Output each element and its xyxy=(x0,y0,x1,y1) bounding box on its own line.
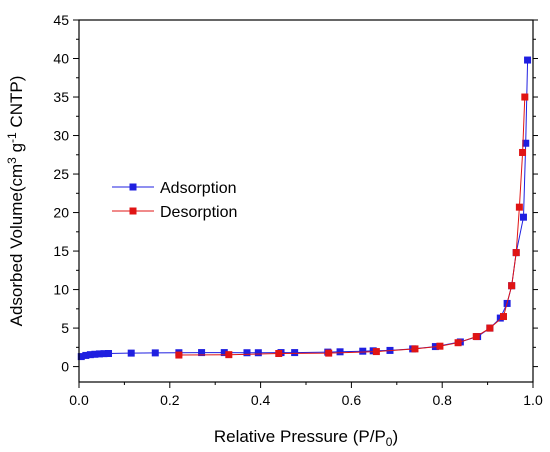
y-axis-title-pre: Adsorbed Volume(cm xyxy=(7,164,26,327)
x-axis-title-main: Relative Pressure (P/P xyxy=(214,427,386,446)
point-adsorption xyxy=(336,348,344,356)
point-desorption xyxy=(275,350,283,358)
y-tick-label: 30 xyxy=(53,128,69,144)
series-line-desorption xyxy=(178,96,526,356)
x-tick-label: 0.6 xyxy=(342,392,362,408)
point-adsorption xyxy=(291,349,299,357)
y-axis-title-mid: g xyxy=(7,143,26,157)
y-tick-label: 35 xyxy=(53,89,69,105)
point-adsorption xyxy=(359,347,367,355)
point-desorption xyxy=(372,348,380,356)
x-tick-label: 0.8 xyxy=(432,392,452,408)
point-desorption xyxy=(472,333,480,341)
point-adsorption xyxy=(220,349,228,357)
x-tick-label: 0.2 xyxy=(160,392,180,408)
point-desorption xyxy=(454,339,462,347)
point-adsorption xyxy=(91,350,99,358)
plot-frame xyxy=(78,19,534,383)
x-tick-label: 0.0 xyxy=(69,392,89,408)
y-tick-label: 15 xyxy=(53,243,69,259)
y-axis-title-sup2: -1 xyxy=(5,132,19,143)
y-tick-label: 25 xyxy=(53,166,69,182)
point-desorption xyxy=(508,282,516,290)
point-adsorption xyxy=(77,353,85,361)
point-desorption xyxy=(512,249,520,257)
point-adsorption xyxy=(86,351,94,359)
y-axis-title-sup: 3 xyxy=(5,157,19,164)
legend: Adsorption Desorption xyxy=(112,180,237,221)
point-adsorption xyxy=(105,350,113,358)
y-axis-title-post: CNTP) xyxy=(7,76,26,133)
point-desorption xyxy=(175,351,183,359)
point-adsorption xyxy=(127,349,135,357)
legend-label-desorption: Desorption xyxy=(160,204,237,221)
y-tick-label: 0 xyxy=(61,359,69,375)
y-tick-label: 20 xyxy=(53,205,69,221)
point-adsorption xyxy=(243,349,251,357)
point-adsorption xyxy=(95,350,103,358)
legend-label-adsorption: Adsorption xyxy=(160,180,237,197)
series-layer xyxy=(77,56,532,361)
point-adsorption xyxy=(82,351,90,359)
legend-marker-desorption xyxy=(129,207,137,215)
legend-marker-adsorption xyxy=(129,183,137,191)
y-tick-label: 5 xyxy=(61,320,69,336)
point-adsorption xyxy=(254,349,262,357)
x-axis-title: Relative Pressure (P/P0) xyxy=(214,427,398,449)
y-tick-label: 40 xyxy=(53,51,69,67)
point-desorption xyxy=(519,148,527,156)
y-tick-label: 10 xyxy=(53,282,69,298)
x-axis-title-end: ) xyxy=(392,427,398,446)
point-desorption xyxy=(486,324,494,332)
point-adsorption xyxy=(524,56,532,64)
y-axis-title: Adsorbed Volume(cm3 g-1 CNTP) xyxy=(5,76,26,327)
point-adsorption xyxy=(100,350,108,358)
series-line-adsorption xyxy=(81,60,529,358)
point-desorption xyxy=(325,349,333,357)
point-adsorption xyxy=(151,349,159,357)
point-desorption xyxy=(411,345,419,353)
point-adsorption xyxy=(519,213,527,221)
x-axis-title-subscript: 0 xyxy=(386,435,393,449)
point-adsorption xyxy=(522,139,530,147)
point-desorption xyxy=(499,313,507,321)
point-adsorption xyxy=(198,349,206,357)
x-tick-label: 0.4 xyxy=(251,392,271,408)
tick-layer: 0.0 0.2 0.4 0.6 0.8 1.0 0 5 10 15 20 25 30 35 40 45 xyxy=(53,12,543,408)
point-desorption xyxy=(521,93,529,101)
point-desorption xyxy=(515,203,523,211)
point-desorption xyxy=(225,351,233,359)
point-desorption xyxy=(436,342,444,350)
x-tick-label: 1.0 xyxy=(523,392,543,408)
y-tick-label: 45 xyxy=(53,12,69,28)
